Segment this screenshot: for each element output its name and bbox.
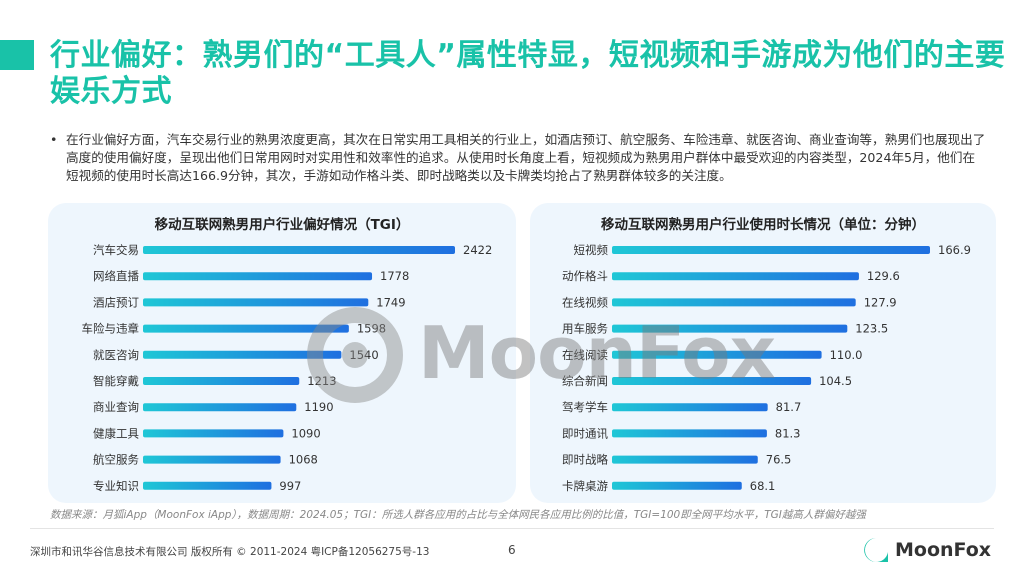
value-label: 1540 — [349, 348, 378, 362]
chart-bar — [143, 403, 297, 412]
moonfox-logo: MoonFox — [862, 535, 991, 565]
chart-bar — [143, 272, 373, 281]
category-label: 卡牌桌游 — [562, 479, 608, 493]
value-label: 104.5 — [819, 374, 852, 388]
category-label: 综合新闻 — [562, 374, 608, 388]
moonfox-watermark-icon — [307, 307, 403, 403]
chart-bar — [612, 350, 822, 359]
value-label: 68.1 — [750, 479, 776, 493]
chart-bar — [612, 481, 742, 490]
chart-bar — [612, 298, 856, 307]
watermark-text: MoonFox — [418, 311, 776, 395]
chart-bar — [143, 350, 342, 359]
footer-divider — [30, 528, 994, 529]
tgi-chart-title: 移动互联网熟男用户行业偏好情况（TGI） — [154, 217, 410, 233]
chart-bar — [143, 246, 455, 254]
copyright-footer: 深圳市和讯华谷信息技术有限公司 版权所有 © 2011-2024 粤ICP备12… — [30, 546, 430, 558]
value-label: 127.9 — [864, 295, 897, 309]
category-label: 网络直播 — [93, 269, 139, 283]
category-label: 商业查询 — [93, 400, 139, 414]
description-text: 在行业偏好方面，汽车交易行业的熟男浓度更高，其次在日常实用工具相关的行业上，如酒… — [66, 132, 986, 183]
value-label: 166.9 — [938, 243, 971, 257]
chart-bar — [612, 455, 758, 464]
category-label: 在线阅读 — [562, 348, 608, 362]
category-label: 短视频 — [574, 243, 609, 257]
duration-chart-title: 移动互联网熟男用户行业使用时长情况（单位：分钟） — [601, 217, 925, 233]
value-label: 110.0 — [830, 348, 863, 362]
duration-bar-chart: 短视频 166.9 动作格斗 129.6 在线视频 127.9 用车服务 123.5 在线阅读 1… — [562, 243, 971, 493]
logo-text: MoonFox — [895, 539, 992, 561]
category-label: 就医咨询 — [93, 348, 139, 362]
page-title: 行业偏好：熟男们的“工具人”属性特显，短视频和手游成为他们的主要娱乐方式 — [50, 38, 1006, 109]
moonfox-watermark: MoonFox — [300, 305, 776, 405]
value-label: 1190 — [304, 400, 333, 414]
data-source-note: 数据来源：月狐iApp（MoonFox iApp），数据周期：2024.05；T… — [50, 509, 866, 521]
chart-bar — [612, 377, 812, 385]
category-label: 动作格斗 — [562, 269, 608, 283]
chart-bar — [143, 377, 300, 385]
chart-bar — [612, 403, 768, 412]
value-label: 1068 — [289, 453, 318, 467]
value-label: 129.6 — [867, 269, 900, 283]
category-label: 航空服务 — [93, 453, 139, 467]
value-label: 81.3 — [775, 426, 801, 440]
value-label: 123.5 — [855, 322, 888, 336]
value-label: 1598 — [357, 322, 386, 336]
category-label: 用车服务 — [562, 322, 608, 336]
category-label: 智能穿戴 — [93, 374, 139, 388]
value-label: 1090 — [291, 426, 320, 440]
bullet-mark: • — [50, 132, 58, 147]
chart-bar — [143, 429, 284, 438]
chart-bar — [612, 272, 859, 281]
chart-bar — [143, 481, 272, 490]
value-label: 81.7 — [776, 400, 802, 414]
moonfox-logo-icon — [864, 538, 888, 563]
duration-chart-panel: 移动互联网熟男用户行业使用时长情况（单位：分钟） 短视频 166.9 动作格斗 129… — [530, 203, 996, 503]
page-number: 6 — [508, 543, 516, 557]
title-accent-bar — [0, 40, 34, 70]
value-label: 1213 — [307, 374, 336, 388]
tgi-chart-panel: 移动互联网熟男用户行业偏好情况（TGI） 汽车交易 2422 网络直播 1778 酒店预… — [48, 203, 516, 503]
value-label: 1778 — [380, 269, 409, 283]
category-label: 专业知识 — [93, 479, 139, 493]
category-label: 健康工具 — [93, 426, 139, 440]
category-label: 汽车交易 — [93, 243, 139, 257]
category-label: 车险与违章 — [82, 322, 140, 336]
chart-bar — [143, 455, 281, 464]
value-label: 997 — [279, 479, 301, 493]
category-label: 即时通讯 — [562, 426, 608, 440]
chart-bar — [612, 324, 848, 333]
chart-bar — [612, 246, 930, 254]
value-label: 76.5 — [766, 453, 792, 467]
category-label: 驾考学车 — [562, 400, 608, 414]
tgi-bar-chart: 汽车交易 2422 网络直播 1778 酒店预订 1749 车险与违章 1598 就医咨询 154… — [82, 243, 493, 493]
value-label: 1749 — [376, 295, 405, 309]
chart-bar — [143, 298, 369, 307]
category-label: 酒店预订 — [93, 295, 139, 309]
category-label: 在线视频 — [562, 295, 608, 309]
chart-bar — [143, 324, 349, 333]
category-label: 即时战略 — [562, 453, 608, 467]
value-label: 2422 — [463, 243, 492, 257]
chart-bar — [612, 429, 767, 438]
